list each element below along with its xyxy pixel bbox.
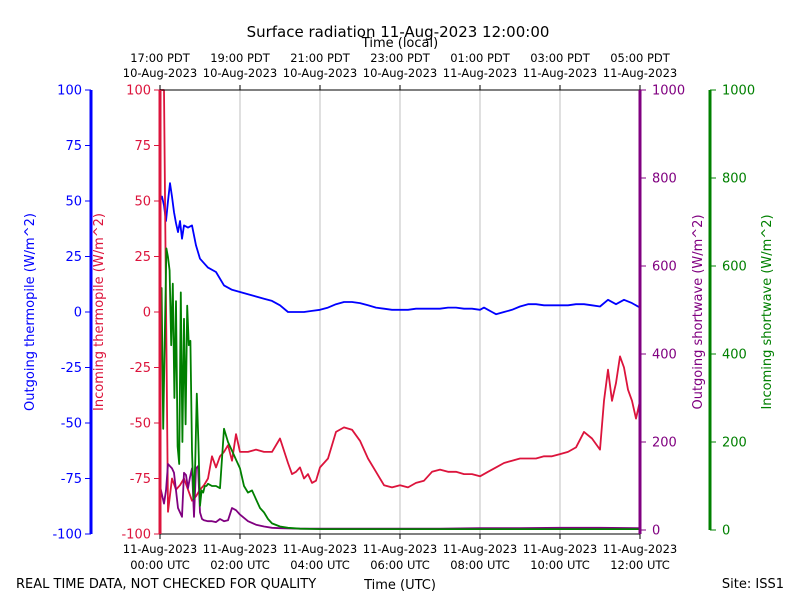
x-top-tick-label: 11-Aug-2023 (523, 66, 597, 80)
x-tick-label: 00:00 UTC (130, 558, 190, 572)
y-tick-label: 75 (65, 139, 82, 154)
y-tick-label: 50 (65, 195, 82, 210)
y-tick-label: -25 (61, 361, 82, 376)
ticks-layer: 100 75 50 25 0 -25 -50 -75 -100 100 75 50 25 0 -25 -50 -… (52, 51, 755, 572)
x-tick-label: 10:00 UTC (530, 558, 590, 572)
grid-layer (239, 90, 561, 534)
y-tick-label: 800 (722, 172, 747, 187)
x-top-tick-label: 10-Aug-2023 (123, 66, 197, 80)
x-tick-label: 11-Aug-2023 (443, 542, 517, 556)
y-tick-label: 0 (74, 306, 82, 321)
y-tick-label: -100 (52, 528, 82, 543)
series-line-incoming-thermopile (160, 89, 641, 513)
x-top-tick-label: 10-Aug-2023 (203, 66, 277, 80)
x-top-tick-label: 11-Aug-2023 (603, 66, 677, 80)
y-tick-label: 800 (652, 172, 677, 187)
x-tick-label: 11-Aug-2023 (523, 542, 597, 556)
y-tick-label: 100 (57, 84, 82, 99)
y-tick-label: 25 (65, 250, 82, 265)
y-tick-label: 100 (126, 84, 151, 99)
y-tick-label: 400 (722, 348, 747, 363)
x-top-tick-label: 21:00 PDT (290, 51, 351, 65)
y-tick-label: 600 (652, 260, 677, 275)
x-tick-label: 02:00 UTC (210, 558, 270, 572)
series-layer (159, 89, 641, 530)
y-tick-label: -50 (61, 417, 82, 432)
footer-disclaimer: REAL TIME DATA, NOT CHECKED FOR QUALITY (16, 577, 316, 592)
x-top-tick-label: 05:00 PDT (610, 51, 671, 65)
footer-site: Site: ISS1 (722, 577, 784, 592)
x-top-tick-label: 03:00 PDT (530, 51, 591, 65)
x-tick-label: 04:00 UTC (290, 558, 350, 572)
x-top-tick-label: 01:00 PDT (450, 51, 511, 65)
incoming-thermopile-axis-label: Incoming thermopile (W/m^2) (92, 213, 107, 411)
chart-title: Surface radiation 11-Aug-2023 12:00:00 (247, 23, 550, 41)
top-axis-label: Time (local) (361, 36, 438, 51)
y-tick-label: 1000 (722, 84, 755, 99)
x-tick-label: 08:00 UTC (450, 558, 510, 572)
y-tick-label: -50 (130, 417, 151, 432)
y-tick-label: 0 (652, 524, 660, 539)
y-tick-label: -25 (130, 361, 151, 376)
x-top-tick-label: 19:00 PDT (210, 51, 271, 65)
y-tick-label: 600 (722, 260, 747, 275)
y-tick-label: 75 (134, 139, 151, 154)
x-tick-label: 06:00 UTC (370, 558, 430, 572)
x-tick-label: 12:00 UTC (610, 558, 670, 572)
bottom-axis-label: Time (UTC) (363, 578, 436, 593)
y-tick-label: 200 (722, 436, 747, 451)
incoming-shortwave-axis-label: Incoming shortwave (W/m^2) (760, 214, 775, 409)
y-tick-label: 25 (134, 250, 151, 265)
y-tick-label: -75 (130, 472, 151, 487)
y-tick-label: 0 (722, 524, 730, 539)
y-tick-label: -100 (121, 528, 151, 543)
series-line-outgoing-thermopile (159, 182, 641, 316)
y-tick-label: -75 (61, 472, 82, 487)
y-tick-label: 50 (134, 195, 151, 210)
x-top-tick-label: 10-Aug-2023 (283, 66, 357, 80)
x-top-tick-label: 10-Aug-2023 (363, 66, 437, 80)
outgoing-shortwave-axis-label: Outgoing shortwave (W/m^2) (691, 214, 706, 409)
x-top-tick-label: 17:00 PDT (130, 51, 191, 65)
x-tick-label: 11-Aug-2023 (603, 542, 677, 556)
y-tick-label: 1000 (652, 84, 685, 99)
series-line-incoming-shortwave (159, 247, 640, 530)
x-tick-label: 11-Aug-2023 (203, 542, 277, 556)
outgoing-thermopile-axis-label: Outgoing thermopile (W/m^2) (23, 213, 38, 411)
frame-layer (89, 89, 712, 535)
x-top-tick-label: 23:00 PDT (370, 51, 431, 65)
x-tick-label: 11-Aug-2023 (283, 542, 357, 556)
x-tick-label: 11-Aug-2023 (123, 542, 197, 556)
y-tick-label: 200 (652, 436, 677, 451)
x-top-tick-label: 11-Aug-2023 (443, 66, 517, 80)
y-tick-label: 0 (143, 306, 151, 321)
x-tick-label: 11-Aug-2023 (363, 542, 437, 556)
y-tick-label: 400 (652, 348, 677, 363)
